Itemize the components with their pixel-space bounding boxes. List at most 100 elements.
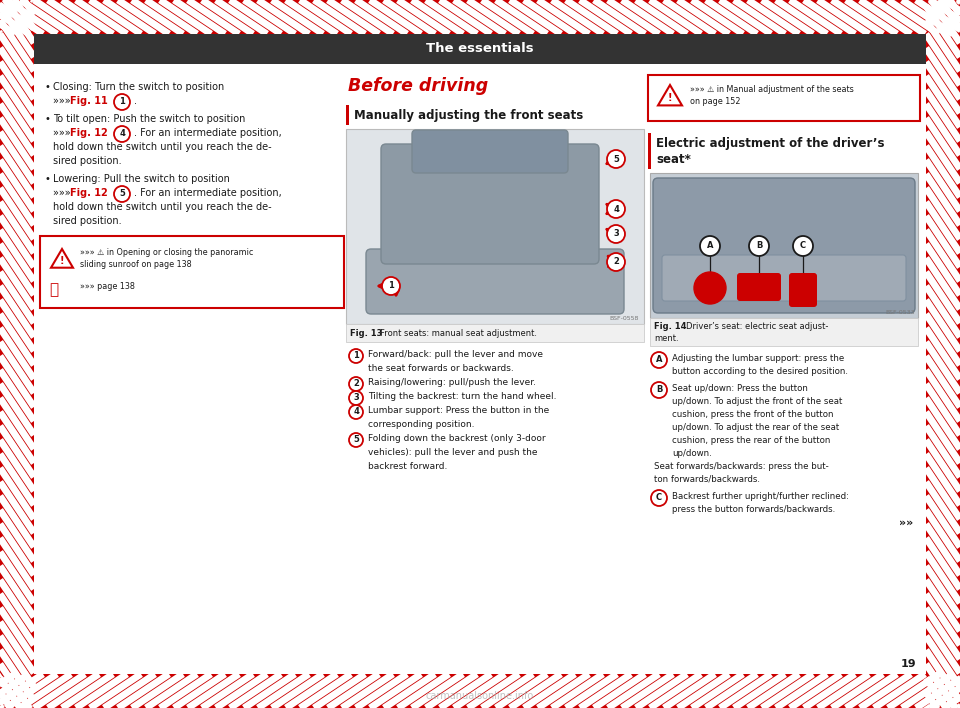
Text: 1: 1 — [353, 351, 359, 360]
Text: !: ! — [668, 93, 672, 103]
FancyBboxPatch shape — [0, 0, 34, 708]
Circle shape — [651, 382, 667, 398]
Text: Manually adjusting the front seats: Manually adjusting the front seats — [354, 108, 584, 122]
Text: »»»: »»» — [53, 188, 74, 198]
Circle shape — [114, 94, 130, 110]
Text: Lumbar support: Press the button in the: Lumbar support: Press the button in the — [368, 406, 549, 415]
Text: 5: 5 — [613, 154, 619, 164]
FancyBboxPatch shape — [0, 0, 960, 34]
Text: Fig. 14: Fig. 14 — [654, 322, 686, 331]
FancyBboxPatch shape — [650, 318, 918, 346]
Text: »»: »» — [899, 518, 913, 528]
Circle shape — [349, 349, 363, 363]
Text: the seat forwards or backwards.: the seat forwards or backwards. — [368, 364, 514, 373]
FancyBboxPatch shape — [366, 249, 624, 314]
Text: B: B — [656, 385, 662, 394]
FancyBboxPatch shape — [789, 273, 817, 307]
Text: Driver’s seat: electric seat adjust-: Driver’s seat: electric seat adjust- — [686, 322, 828, 331]
FancyBboxPatch shape — [346, 105, 349, 125]
Text: C: C — [800, 241, 806, 251]
FancyBboxPatch shape — [346, 324, 644, 342]
Text: 3: 3 — [353, 394, 359, 403]
Text: button according to the desired position.: button according to the desired position… — [672, 367, 848, 376]
Circle shape — [607, 253, 625, 271]
Text: Electric adjustment of the driver’s: Electric adjustment of the driver’s — [656, 137, 884, 150]
Text: Tilting the backrest: turn the hand wheel.: Tilting the backrest: turn the hand whee… — [368, 392, 557, 401]
Text: 1: 1 — [119, 98, 125, 106]
Text: corresponding position.: corresponding position. — [368, 420, 474, 429]
Text: up/down. To adjust the rear of the seat: up/down. To adjust the rear of the seat — [672, 423, 839, 432]
Text: sired position.: sired position. — [53, 156, 122, 166]
Text: Before driving: Before driving — [348, 77, 489, 95]
Text: . For an intermediate position,: . For an intermediate position, — [134, 128, 281, 138]
Text: Backrest further upright/further reclined:: Backrest further upright/further recline… — [672, 492, 849, 501]
Text: •: • — [44, 82, 50, 92]
Text: hold down the switch until you reach the de-: hold down the switch until you reach the… — [53, 202, 272, 212]
Text: 4: 4 — [613, 205, 619, 214]
Text: press the button forwards/backwards.: press the button forwards/backwards. — [672, 505, 835, 514]
Text: sired position.: sired position. — [53, 216, 122, 226]
FancyBboxPatch shape — [34, 34, 926, 674]
FancyBboxPatch shape — [412, 130, 568, 173]
Text: 📖: 📖 — [49, 282, 59, 297]
FancyBboxPatch shape — [34, 34, 926, 64]
Text: Raising/lowering: pull/push the lever.: Raising/lowering: pull/push the lever. — [368, 378, 536, 387]
Circle shape — [694, 272, 726, 304]
Text: Closing: Turn the switch to position: Closing: Turn the switch to position — [53, 82, 225, 92]
Text: •: • — [44, 174, 50, 184]
Circle shape — [749, 236, 769, 256]
FancyBboxPatch shape — [650, 173, 918, 318]
Text: 4: 4 — [119, 130, 125, 139]
Text: BSF-0558: BSF-0558 — [610, 316, 639, 321]
Polygon shape — [51, 249, 73, 268]
Text: A: A — [656, 355, 662, 365]
Polygon shape — [658, 85, 682, 105]
Text: Folding down the backrest (only 3-door: Folding down the backrest (only 3-door — [368, 434, 545, 443]
Text: »»» ⚠ in Manual adjustment of the seats: »»» ⚠ in Manual adjustment of the seats — [690, 85, 853, 94]
Circle shape — [607, 200, 625, 218]
Text: 5: 5 — [119, 190, 125, 198]
Text: up/down. To adjust the front of the seat: up/down. To adjust the front of the seat — [672, 397, 842, 406]
Text: To tilt open: Push the switch to position: To tilt open: Push the switch to positio… — [53, 114, 246, 124]
FancyBboxPatch shape — [346, 129, 644, 324]
Text: Lowering: Pull the switch to position: Lowering: Pull the switch to position — [53, 174, 229, 184]
Circle shape — [114, 126, 130, 142]
FancyBboxPatch shape — [653, 178, 915, 313]
Text: »»» ⚠ in Opening or closing the panoramic: »»» ⚠ in Opening or closing the panorami… — [80, 248, 253, 257]
Text: carmanualsonline.info: carmanualsonline.info — [426, 691, 534, 701]
Text: .: . — [134, 96, 137, 106]
Circle shape — [349, 433, 363, 447]
Circle shape — [349, 405, 363, 419]
Text: 2: 2 — [353, 379, 359, 389]
Circle shape — [793, 236, 813, 256]
FancyBboxPatch shape — [662, 255, 906, 301]
Text: seat*: seat* — [656, 153, 691, 166]
FancyBboxPatch shape — [737, 273, 781, 301]
Text: up/down.: up/down. — [672, 449, 711, 458]
Text: 1: 1 — [388, 282, 394, 290]
Text: ment.: ment. — [654, 334, 679, 343]
Circle shape — [382, 277, 400, 295]
Text: Fig. 12: Fig. 12 — [70, 188, 108, 198]
Text: 5: 5 — [353, 435, 359, 445]
Circle shape — [651, 490, 667, 506]
Text: cushion, press the front of the button: cushion, press the front of the button — [672, 410, 833, 419]
Text: 19: 19 — [900, 659, 916, 669]
Circle shape — [651, 352, 667, 368]
Circle shape — [607, 150, 625, 168]
Text: 3: 3 — [613, 229, 619, 239]
FancyBboxPatch shape — [40, 236, 344, 308]
Text: •: • — [44, 114, 50, 124]
Text: Fig. 13: Fig. 13 — [350, 329, 382, 338]
Text: »»»: »»» — [53, 128, 74, 138]
Text: Seat forwards/backwards: press the but-: Seat forwards/backwards: press the but- — [654, 462, 828, 471]
Text: 4: 4 — [353, 408, 359, 416]
Circle shape — [607, 225, 625, 243]
Text: vehicles): pull the lever and push the: vehicles): pull the lever and push the — [368, 448, 538, 457]
Circle shape — [349, 377, 363, 391]
Text: »»»: »»» — [53, 96, 74, 106]
Text: B: B — [756, 241, 762, 251]
Text: A: A — [707, 241, 713, 251]
FancyBboxPatch shape — [648, 75, 920, 121]
Text: sliding sunroof on page 138: sliding sunroof on page 138 — [80, 260, 192, 269]
